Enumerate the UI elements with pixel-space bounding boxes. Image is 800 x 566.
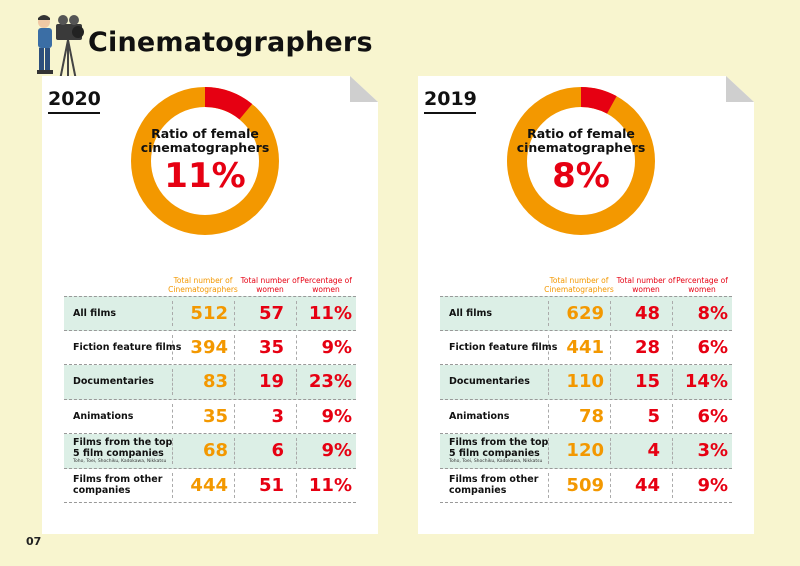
table-row: Films from other companies 509 44 9% xyxy=(440,469,732,503)
cell-women: 15 xyxy=(634,371,660,393)
table-row: Films from other companies 444 51 11% xyxy=(64,469,356,503)
header-total: Total number of Cinematographers xyxy=(168,276,238,294)
cell-total: 68 xyxy=(202,440,228,462)
cell-women: 5 xyxy=(647,405,660,427)
cell-percentage: 6% xyxy=(697,336,728,358)
cell-total: 35 xyxy=(202,405,228,427)
table-row: Fiction feature films 441 28 6% xyxy=(440,331,732,365)
row-label: Films from other companies xyxy=(449,474,539,497)
header-women: Total number of women xyxy=(616,276,676,294)
header-percentage: Percentage of women xyxy=(676,276,728,294)
row-label: Films from the top 5 film companies Toho… xyxy=(449,436,549,464)
page-number: 07 xyxy=(26,535,42,548)
cell-women: 35 xyxy=(258,336,284,358)
ratio-value: 11% xyxy=(164,156,246,196)
row-label: Animations xyxy=(449,410,510,422)
cell-total: 444 xyxy=(190,474,228,496)
ratio-value: 8% xyxy=(552,156,610,196)
row-label: Documentaries xyxy=(449,376,530,388)
donut-arc-women xyxy=(507,87,655,235)
table-row: Fiction feature films 394 35 9% xyxy=(64,331,356,365)
row-label: Documentaries xyxy=(73,376,154,388)
cell-total: 120 xyxy=(566,440,604,462)
cell-women: 28 xyxy=(634,336,660,358)
cell-total: 110 xyxy=(566,371,604,393)
cell-percentage: 9% xyxy=(321,336,352,358)
header-percentage: Percentage of women xyxy=(300,276,352,294)
cell-percentage: 9% xyxy=(697,474,728,496)
cell-women: 4 xyxy=(647,440,660,462)
cell-percentage: 9% xyxy=(321,440,352,462)
cell-total: 394 xyxy=(190,336,228,358)
cell-women: 6 xyxy=(271,440,284,462)
year-label: 2020 xyxy=(48,88,101,114)
year-label: 2019 xyxy=(424,88,477,114)
donut-label: Ratio of female cinematographers 11% xyxy=(130,86,280,236)
panel-2020: 2020 Ratio of female cinematographers 11… xyxy=(42,76,378,534)
row-sublabel: Toho, Toei, Shochiku, Kadokawa, Nikkatsu xyxy=(449,458,543,464)
table-row: All films 629 48 8% xyxy=(440,296,732,331)
donut-svg xyxy=(131,87,279,235)
row-label: All films xyxy=(73,307,117,319)
donut-arc-women xyxy=(131,87,279,235)
ratio-donut-chart: Ratio of female cinematographers 11% xyxy=(130,86,280,236)
ratio-caption: Ratio of female cinematographers xyxy=(140,126,270,155)
cameraman-illustration xyxy=(37,15,84,81)
table-row: Documentaries 83 19 23% xyxy=(64,365,356,400)
ratio-donut-chart: Ratio of female cinematographers 8% xyxy=(506,86,656,236)
cell-percentage: 11% xyxy=(308,302,352,324)
cell-total: 83 xyxy=(202,371,228,393)
stats-table: All films 629 48 8% Fiction feature film… xyxy=(440,296,732,503)
cell-percentage: 9% xyxy=(321,405,352,427)
cell-percentage: 3% xyxy=(697,440,728,462)
donut-svg xyxy=(507,87,655,235)
cell-women: 19 xyxy=(258,371,284,393)
page-title: Cinematographers xyxy=(88,27,373,58)
cell-women: 57 xyxy=(258,302,284,324)
table-row: Films from the top 5 film companies Toho… xyxy=(440,434,732,469)
row-label: Fiction feature films xyxy=(449,341,558,353)
header-women: Total number of women xyxy=(240,276,300,294)
row-label: Films from the top 5 film companies Toho… xyxy=(73,436,173,464)
cell-women: 44 xyxy=(634,474,660,496)
table-row: Documentaries 110 15 14% xyxy=(440,365,732,400)
table-row: All films 512 57 11% xyxy=(64,296,356,331)
cell-women: 51 xyxy=(258,474,284,496)
header-total: Total number of Cinematographers xyxy=(544,276,614,294)
cell-percentage: 23% xyxy=(308,371,352,393)
table-row: Animations 78 5 6% xyxy=(440,400,732,434)
cell-percentage: 6% xyxy=(697,405,728,427)
cell-women: 3 xyxy=(271,405,284,427)
cell-percentage: 14% xyxy=(684,371,728,393)
cell-total: 78 xyxy=(578,405,604,427)
cell-total: 629 xyxy=(566,302,604,324)
stats-table: All films 512 57 11% Fiction feature fil… xyxy=(64,296,356,503)
cell-percentage: 11% xyxy=(308,474,352,496)
row-label: Films from other companies xyxy=(73,474,163,497)
cell-percentage: 8% xyxy=(697,302,728,324)
panel-2019: 2019 Ratio of female cinematographers 8%… xyxy=(418,76,754,534)
cell-women: 48 xyxy=(634,302,660,324)
table-row: Animations 35 3 9% xyxy=(64,400,356,434)
ratio-caption: Ratio of female cinematographers xyxy=(516,126,646,155)
row-label: Fiction feature films xyxy=(73,341,182,353)
donut-label: Ratio of female cinematographers 8% xyxy=(506,86,656,236)
row-label: All films xyxy=(449,307,493,319)
row-label: Animations xyxy=(73,410,134,422)
cell-total: 512 xyxy=(190,302,228,324)
cell-total: 509 xyxy=(566,474,604,496)
row-sublabel: Toho, Toei, Shochiku, Kadokawa, Nikkatsu xyxy=(73,458,167,464)
table-row: Films from the top 5 film companies Toho… xyxy=(64,434,356,469)
cell-total: 441 xyxy=(566,336,604,358)
